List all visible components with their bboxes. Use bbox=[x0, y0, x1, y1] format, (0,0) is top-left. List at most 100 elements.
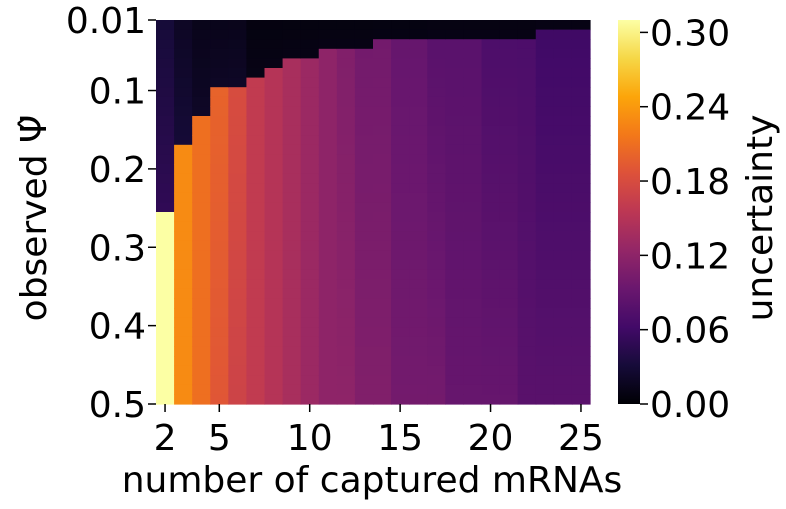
heatmap-cell bbox=[517, 346, 537, 357]
heatmap-cell bbox=[246, 20, 266, 31]
heatmap-cell bbox=[481, 164, 501, 175]
heatmap-cell bbox=[517, 48, 537, 59]
heatmap-cell bbox=[481, 48, 501, 59]
heatmap-cell bbox=[373, 231, 392, 242]
heatmap-cell bbox=[553, 68, 573, 79]
heatmap-cell bbox=[499, 346, 519, 357]
heatmap-cell bbox=[264, 394, 284, 405]
heatmap-cell bbox=[300, 39, 320, 50]
heatmap-cell bbox=[463, 269, 483, 280]
heatmap-cell bbox=[427, 87, 446, 98]
heatmap-cell bbox=[354, 154, 374, 165]
heatmap-cell bbox=[336, 183, 356, 194]
heatmap-cell bbox=[499, 39, 519, 50]
heatmap-cell bbox=[174, 154, 193, 165]
heatmap-cell bbox=[156, 48, 175, 59]
heatmap-cell bbox=[228, 144, 248, 155]
heatmap-cell bbox=[499, 20, 519, 31]
heatmap-cell bbox=[300, 183, 320, 194]
heatmap-cell bbox=[228, 135, 248, 146]
heatmap-cell bbox=[210, 212, 229, 223]
heatmap-cell bbox=[210, 356, 229, 367]
heatmap-cell bbox=[373, 212, 392, 223]
heatmap-cell bbox=[228, 39, 248, 50]
heatmap-cell bbox=[156, 87, 175, 98]
heatmap-cell bbox=[463, 68, 483, 79]
heatmap-cell bbox=[192, 212, 211, 223]
heatmap-cell bbox=[517, 288, 537, 299]
heatmap-cell bbox=[445, 269, 465, 280]
heatmap-cell bbox=[336, 87, 356, 98]
heatmap-cell bbox=[246, 250, 266, 261]
heatmap-cell bbox=[282, 269, 302, 280]
heatmap-cell bbox=[499, 384, 519, 395]
heatmap-cell bbox=[354, 77, 374, 88]
heatmap-cell bbox=[427, 77, 446, 88]
heatmap-cell bbox=[336, 269, 356, 280]
heatmap-cell bbox=[336, 48, 356, 59]
heatmap-cell bbox=[373, 346, 392, 357]
heatmap-cell bbox=[174, 279, 193, 290]
heatmap-cell bbox=[445, 327, 465, 338]
heatmap-cell bbox=[300, 154, 320, 165]
heatmap-cell bbox=[571, 308, 591, 319]
heatmap-cell bbox=[354, 212, 374, 223]
heatmap-cell bbox=[336, 202, 356, 213]
heatmap-cell bbox=[517, 106, 537, 117]
heatmap-cell bbox=[553, 308, 573, 319]
heatmap-cell bbox=[409, 384, 428, 395]
heatmap-cell bbox=[445, 260, 465, 271]
heatmap-cell bbox=[210, 20, 229, 31]
heatmap-cell bbox=[174, 298, 193, 309]
heatmap-cell bbox=[427, 29, 446, 40]
heatmap-cell bbox=[373, 58, 392, 69]
heatmap-cell bbox=[300, 317, 320, 328]
heatmap-cell bbox=[300, 356, 320, 367]
y-tick-label: 0.2 bbox=[89, 150, 146, 191]
heatmap-cell bbox=[571, 394, 591, 405]
heatmap-cell bbox=[336, 288, 356, 299]
heatmap-cell bbox=[517, 39, 537, 50]
heatmap-cell bbox=[210, 77, 229, 88]
heatmap-cell bbox=[246, 288, 266, 299]
heatmap-cell bbox=[535, 77, 555, 88]
heatmap-cell bbox=[391, 87, 410, 98]
heatmap-cell bbox=[481, 192, 501, 203]
heatmap-cell bbox=[156, 365, 175, 376]
heatmap-cell bbox=[282, 346, 302, 357]
heatmap-cell bbox=[535, 394, 555, 405]
heatmap-cell bbox=[499, 365, 519, 376]
heatmap-cell bbox=[499, 298, 519, 309]
heatmap-cell bbox=[336, 212, 356, 223]
heatmap-cell bbox=[517, 154, 537, 165]
heatmap-cell bbox=[445, 240, 465, 251]
heatmap-cell bbox=[427, 212, 446, 223]
heatmap-cell bbox=[282, 173, 302, 184]
heatmap-cell bbox=[499, 173, 519, 184]
heatmap-cell bbox=[517, 125, 537, 136]
heatmap-cell bbox=[535, 260, 555, 271]
heatmap-cell bbox=[300, 192, 320, 203]
heatmap-cell bbox=[210, 58, 229, 69]
heatmap-cell bbox=[517, 183, 537, 194]
heatmap-cell bbox=[553, 250, 573, 261]
heatmap-cell bbox=[517, 327, 537, 338]
heatmap-cell bbox=[354, 250, 374, 261]
heatmap-cell bbox=[553, 125, 573, 136]
heatmap-cell bbox=[354, 125, 374, 136]
heatmap-cell bbox=[246, 48, 266, 59]
heatmap-cell bbox=[228, 20, 248, 31]
heatmap-cell bbox=[336, 240, 356, 251]
heatmap-cell bbox=[300, 20, 320, 31]
heatmap-cell bbox=[427, 269, 446, 280]
heatmap-cell bbox=[571, 288, 591, 299]
heatmap-cell bbox=[553, 336, 573, 347]
heatmap-cell bbox=[499, 212, 519, 223]
heatmap-cell bbox=[445, 29, 465, 40]
heatmap-cell bbox=[391, 183, 410, 194]
heatmap-cell bbox=[282, 365, 302, 376]
heatmap-cell bbox=[571, 212, 591, 223]
heatmap-cell bbox=[264, 298, 284, 309]
heatmap-cell bbox=[499, 336, 519, 347]
heatmap-cell bbox=[318, 279, 338, 290]
